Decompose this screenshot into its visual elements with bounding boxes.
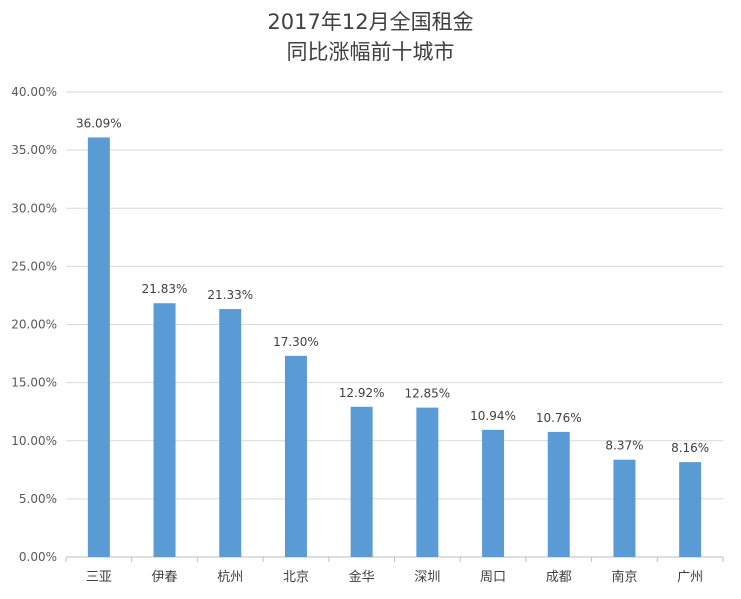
data-label: 8.37% [605, 439, 643, 453]
x-tick-label: 广州 [677, 570, 703, 585]
data-label: 36.09% [76, 116, 122, 130]
bar [219, 309, 242, 557]
x-tick-label: 南京 [611, 569, 637, 585]
x-tick-label: 周口 [480, 570, 506, 585]
y-tick-label: 15.00% [11, 376, 57, 390]
x-tick-label: 金华 [349, 569, 375, 585]
data-label: 12.92% [339, 386, 385, 400]
x-tick-label: 杭州 [217, 570, 243, 585]
x-tick-label: 成都 [546, 570, 572, 585]
y-tick-label: 40.00% [11, 85, 57, 99]
data-label: 21.33% [207, 288, 253, 302]
y-tick-label: 0.00% [19, 550, 57, 564]
bar [547, 431, 570, 557]
bar [87, 137, 110, 558]
bar [482, 429, 505, 557]
chart-title-line2: 同比涨幅前十城市 [286, 40, 455, 64]
x-tick-label: 北京 [283, 570, 309, 585]
bar [350, 406, 373, 557]
y-tick-label: 35.00% [11, 143, 57, 157]
bar [613, 459, 636, 557]
y-tick-label: 10.00% [11, 434, 57, 448]
chart-title-line1: 2017年12月全国租金 [267, 10, 474, 34]
y-tick-label: 20.00% [11, 318, 57, 332]
bar [284, 355, 307, 557]
data-label: 10.94% [470, 409, 516, 423]
bar [416, 407, 439, 557]
x-tick-label: 伊春 [152, 570, 178, 585]
data-label: 21.83% [142, 282, 188, 296]
data-label: 17.30% [273, 335, 319, 349]
y-tick-label: 5.00% [19, 492, 57, 506]
y-tick-label: 25.00% [11, 259, 57, 273]
y-tick-label: 30.00% [11, 201, 57, 215]
x-tick-label: 深圳 [414, 570, 440, 585]
data-label: 8.16% [671, 441, 709, 455]
data-label: 10.76% [536, 411, 582, 425]
bar [679, 462, 702, 557]
x-tick-label: 三亚 [86, 570, 112, 585]
bar [153, 303, 176, 557]
data-label: 12.85% [404, 387, 450, 401]
